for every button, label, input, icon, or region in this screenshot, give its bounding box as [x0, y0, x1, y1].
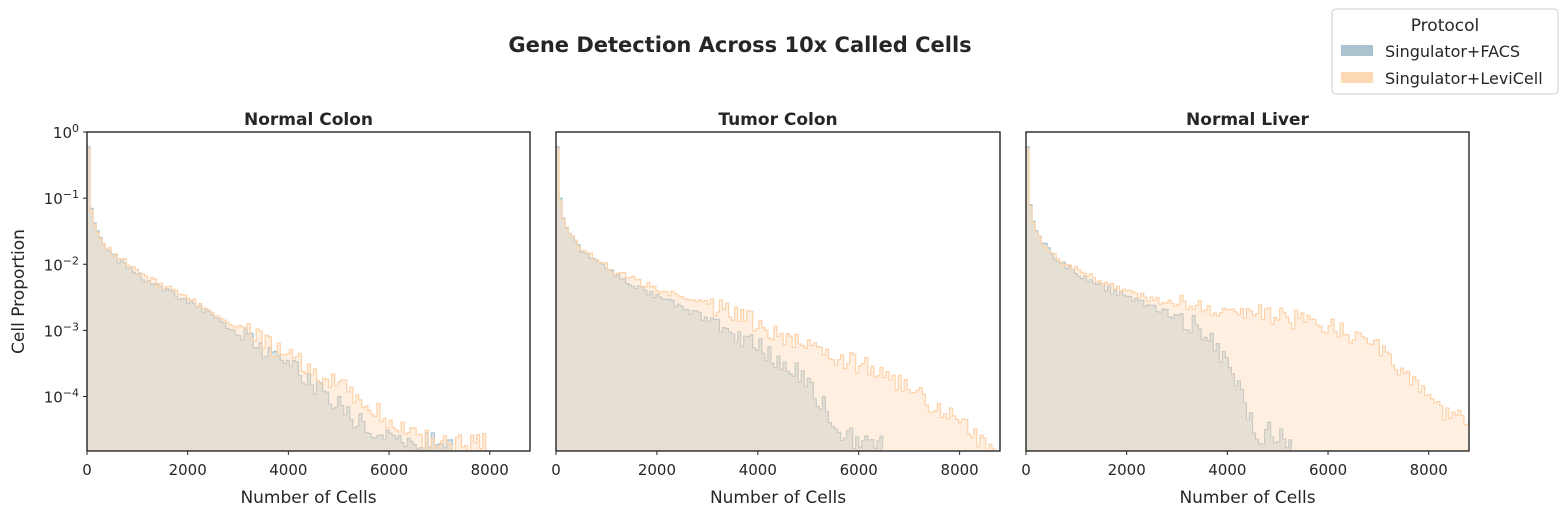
figure-title: Gene Detection Across 10x Called Cells [508, 33, 971, 57]
x-tick-label: 8000 [1410, 461, 1448, 479]
x-axis-title: Number of Cells [1179, 488, 1315, 508]
legend-swatch-facs [1341, 45, 1373, 56]
panel-title: Normal Liver [1186, 110, 1309, 130]
x-tick-label: 6000 [1309, 461, 1347, 479]
panel-normal-colon: Normal Colon 0 2000 4000 6000 8000 Number of C… [9, 110, 531, 508]
y-tick-label: 10−3 [44, 320, 79, 341]
legend-label-facs: Singulator+FACS [1385, 42, 1520, 61]
legend-swatch-levicell [1341, 72, 1373, 83]
legend-frame [1331, 8, 1559, 95]
panel-frame [1025, 131, 1470, 452]
x-tick-label: 2000 [169, 461, 207, 479]
panel-tumor-colon: Tumor Colon 0 2000 4000 6000 8000 Number of Ce… [551, 110, 1001, 508]
plot-area [87, 146, 489, 451]
panel-frame [555, 131, 1001, 452]
x-tick-label: 4000 [739, 461, 777, 479]
legend-title: Protocol [1411, 16, 1480, 36]
y-tick-label: 10−1 [44, 188, 79, 209]
x-tick-label: 2000 [1108, 461, 1146, 479]
histogram-series-levicell [87, 148, 489, 451]
x-tick-label: 0 [1021, 461, 1031, 479]
x-tick-label: 0 [82, 461, 92, 479]
legend-label-levicell: Singulator+LeviCell [1385, 69, 1543, 88]
legend: Protocol Singulator+FACS Singulator+Levi… [1331, 8, 1559, 95]
panel-title: Tumor Colon [718, 110, 837, 130]
x-tick-label: 4000 [1208, 461, 1246, 479]
y-tick-label: 100 [53, 122, 79, 143]
x-tick-label: 4000 [269, 461, 307, 479]
x-tick-label: 8000 [471, 461, 509, 479]
plot-area [556, 146, 997, 451]
panel-title: Normal Colon [244, 110, 373, 130]
histogram-series-facs [1026, 146, 1293, 451]
x-tick-label: 2000 [638, 461, 676, 479]
y-tick-label: 10−2 [44, 254, 79, 275]
histogram-series-levicell [556, 148, 997, 451]
histogram-series-levicell [1026, 148, 1469, 451]
x-tick-label: 6000 [370, 461, 408, 479]
y-tick-label: 10−4 [44, 386, 79, 407]
plot-area [1026, 146, 1469, 451]
x-tick-label: 6000 [840, 461, 878, 479]
x-tick-label: 0 [551, 461, 561, 479]
x-axis-title: Number of Cells [710, 488, 846, 508]
x-tick-label: 8000 [941, 461, 979, 479]
y-axis-title: Cell Proportion [9, 229, 29, 354]
panel-frame [86, 131, 531, 452]
panel-normal-liver: Normal Liver 0 2000 4000 6000 8000 Number of C… [1021, 110, 1470, 508]
x-axis-title: Number of Cells [240, 488, 376, 508]
